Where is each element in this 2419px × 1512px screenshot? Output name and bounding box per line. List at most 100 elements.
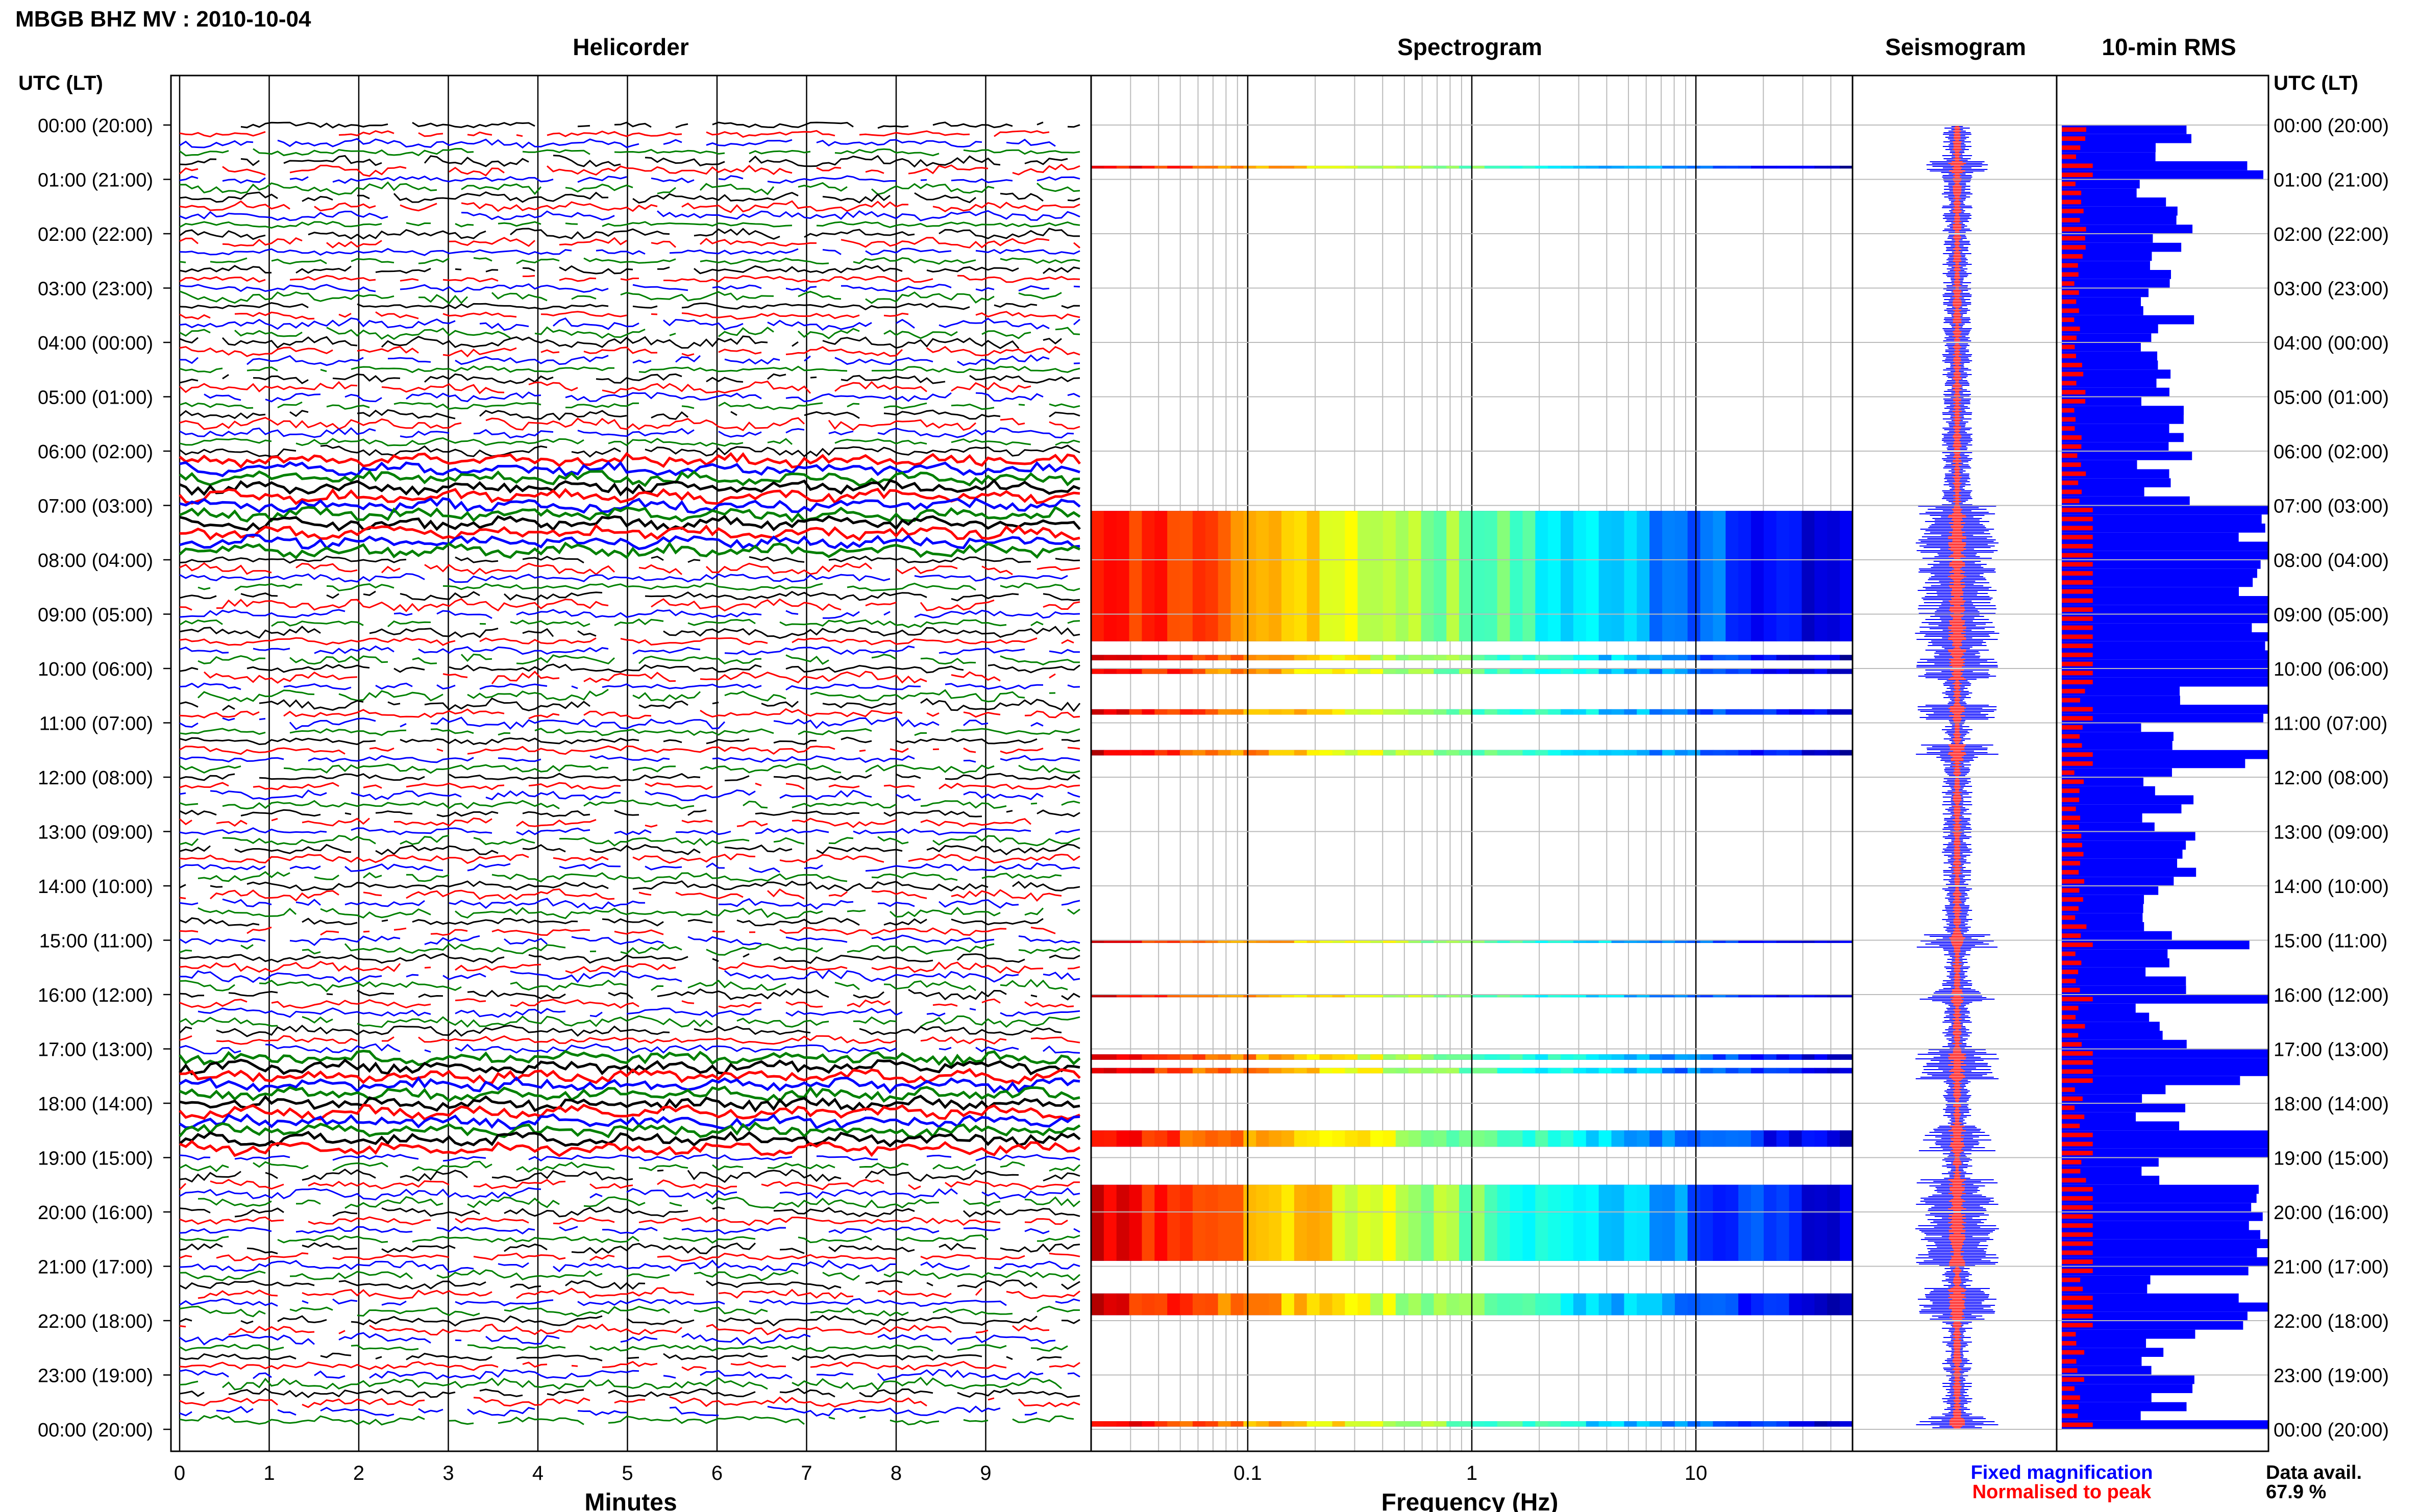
spectrogram-cell (1395, 940, 1409, 943)
rms-normalised-bar (2062, 1159, 2082, 1164)
spectrogram-cell (1687, 655, 1701, 661)
spectrogram-cell (1725, 1130, 1739, 1147)
helicorder-trace (179, 1298, 1080, 1307)
rms-normalised-bar (2062, 217, 2080, 222)
spectrogram-cell (1116, 995, 1130, 998)
spectrogram-cell (1459, 1054, 1472, 1060)
spectrogram-cell (1421, 1054, 1435, 1060)
spectrogram-cell (1776, 511, 1790, 641)
rms-fixed-bar (2062, 297, 2141, 306)
spectrogram-cell (1243, 940, 1257, 943)
spectrogram-cell (1281, 1293, 1295, 1316)
spectrogram-cell (1294, 655, 1307, 661)
spectrogram-cell (1687, 1068, 1701, 1074)
spectrogram-cell (1763, 511, 1777, 641)
spectrogram-cell (1319, 709, 1333, 715)
spectrogram-cell (1611, 750, 1625, 756)
rms-fixed-bar (2062, 1366, 2152, 1375)
helicorder-trace (179, 210, 1080, 221)
helicorder-trace (179, 598, 1080, 612)
rms-normalised-bar (2062, 788, 2080, 794)
spectrogram-cell (1751, 709, 1764, 715)
spectrogram-cell (1154, 995, 1168, 998)
helicorder-trace (179, 469, 1080, 487)
helicorder-trace (179, 257, 1080, 265)
spectrogram-cell (1370, 1068, 1384, 1074)
spectrogram-cell (1281, 1184, 1295, 1261)
helicorder-trace (180, 927, 1080, 935)
rms-normalised-bar (2062, 815, 2080, 821)
spectrogram-cell (1674, 940, 1688, 943)
spectrogram-cell (1687, 995, 1701, 998)
spectrogram-cell (1459, 709, 1472, 715)
spectrogram-cell (1510, 1054, 1523, 1060)
rms-normalised-bar (2062, 1096, 2083, 1101)
spectrogram-cell (1294, 1054, 1307, 1060)
spectrogram-cell (1294, 1421, 1307, 1427)
rms-normalised-bar (2062, 136, 2086, 141)
spectrogram-cell (1269, 655, 1282, 661)
rms-normalised-bar (2062, 743, 2082, 748)
spectrogram-cell (1205, 940, 1219, 943)
spectrogram-cell (1662, 750, 1675, 756)
spectrogram-cell (1687, 750, 1701, 756)
helicorder-trace (179, 1269, 1080, 1281)
spectrogram-cell (1827, 709, 1841, 715)
spectrogram-cell (1763, 750, 1777, 756)
spectrogram-cell (1586, 511, 1599, 641)
rms-fixed-bar (2062, 1293, 2239, 1303)
spectrogram-cell (1357, 709, 1371, 715)
spectrogram-cell (1142, 940, 1155, 943)
spectrogram-cell (1306, 1054, 1320, 1060)
spectrogram-title: Spectrogram (1397, 34, 1542, 60)
spectrogram-cell (1789, 750, 1803, 756)
helicorder-trace (179, 147, 1080, 157)
helicorder-trace (179, 960, 1080, 974)
rms-normalised-bar (2062, 1006, 2079, 1011)
spectrogram-cell (1383, 995, 1396, 998)
spectrogram-cell (1776, 165, 1790, 169)
helicorder-trace (179, 487, 1080, 505)
spectrogram-cell (1598, 1421, 1612, 1427)
spectrogram-cell (1725, 1293, 1739, 1316)
spectrogram-cell (1497, 940, 1511, 943)
helicorder-x-tick: 3 (442, 1462, 454, 1484)
spectrogram-cell (1573, 511, 1587, 641)
rms-normalised-bar (2062, 399, 2086, 404)
spectrogram-cell (1586, 1068, 1599, 1074)
spectrogram-cell (1269, 1054, 1282, 1060)
spectrogram-cell (1713, 1068, 1726, 1074)
spectrogram-cell (1586, 655, 1599, 661)
rms-normalised-bar (2062, 1350, 2085, 1355)
spectrogram-cell (1383, 668, 1396, 674)
spectrogram-cell (1230, 940, 1244, 943)
spectrogram-cell (1383, 940, 1396, 943)
helicorder-trace (179, 1242, 1080, 1255)
spectrogram-cell (1281, 995, 1295, 998)
spectrogram-cell (1637, 940, 1650, 943)
rms-fixed-bar (2062, 931, 2172, 940)
spectrogram-cell (1497, 511, 1511, 641)
spectrogram-cell (1687, 165, 1701, 169)
spectrogram-cell (1395, 995, 1409, 998)
spectrogram-cell (1218, 750, 1231, 756)
spectrogram-cell (1725, 1421, 1739, 1427)
spectrogram-cell (1129, 1054, 1143, 1060)
spectrogram-cell (1103, 655, 1117, 661)
spectrogram-cell (1357, 995, 1371, 998)
spectrogram-cell (1789, 995, 1803, 998)
rms-normalised-bar (2062, 209, 2084, 214)
spectrogram-cell (1091, 655, 1104, 661)
spectrogram-cell (1789, 655, 1803, 661)
rms-normalised-bar (2062, 698, 2080, 703)
rms-normalised-bar (2062, 535, 2093, 540)
spectrogram-cell (1192, 750, 1206, 756)
time-label-right: 01:00 (21:00) (2274, 170, 2389, 191)
rms-fixed-bar (2062, 524, 2265, 533)
spectrogram-cell (1256, 511, 1270, 641)
rms-fixed-bar (2062, 1067, 2268, 1076)
spectrogram-cell (1662, 995, 1675, 998)
helicorder-title: Helicorder (573, 34, 689, 60)
rms-fixed-bar (2062, 1212, 2263, 1221)
spectrogram-cell (1357, 1293, 1371, 1316)
